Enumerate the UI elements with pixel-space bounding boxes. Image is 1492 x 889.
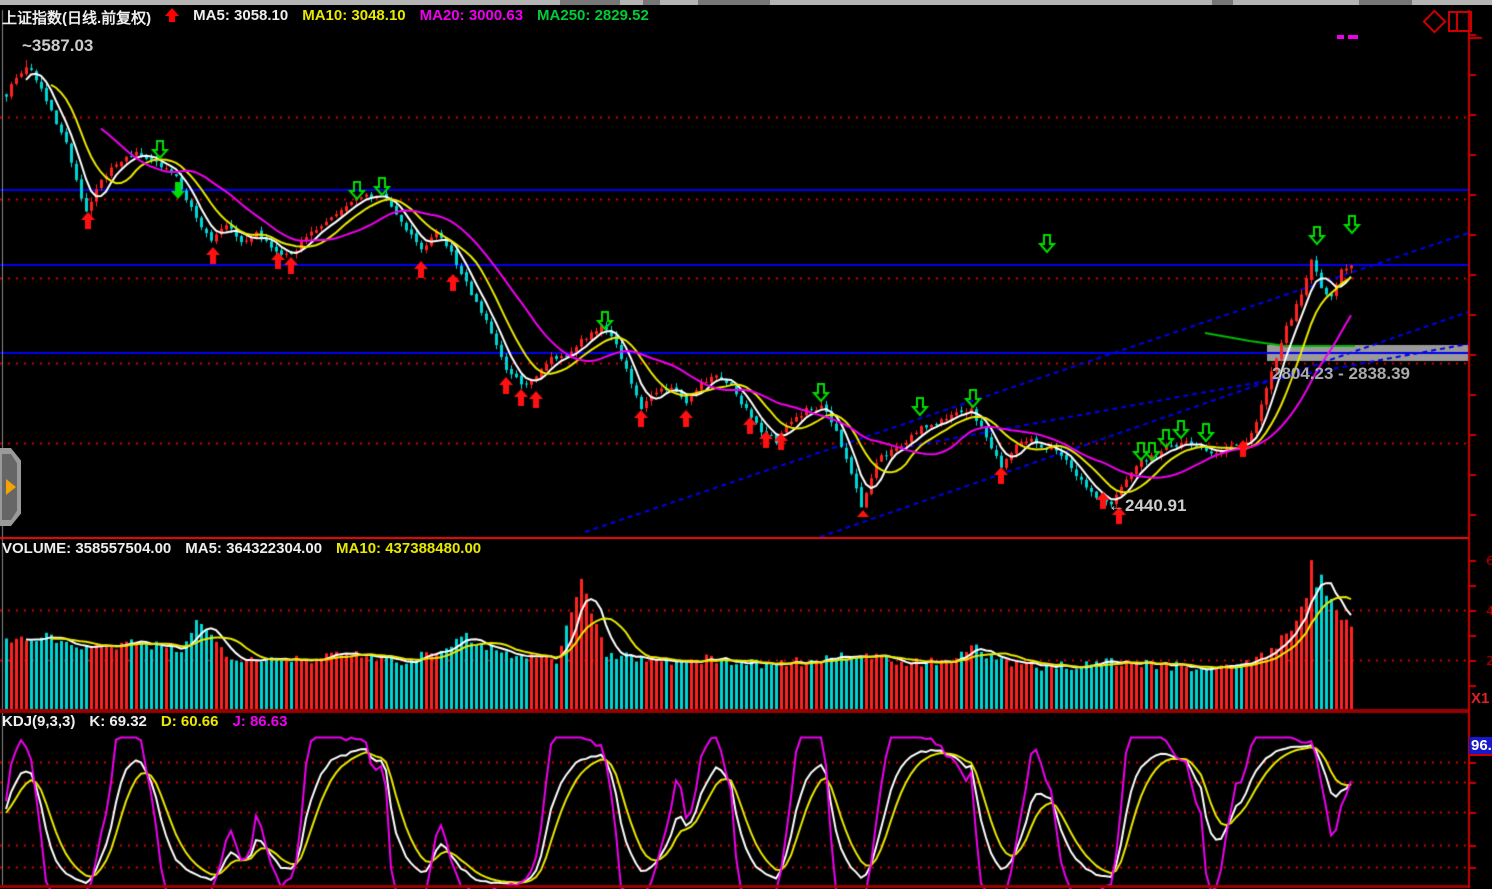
volume-ma10-value: MA10: 437388480.00 — [336, 540, 482, 557]
magenta-dash2-icon — [1348, 35, 1358, 39]
kdj-title: KDJ(9,3,3) — [2, 713, 76, 730]
volume-header: VOLUME: 358557504.00 MA5: 364322304.00 M… — [2, 540, 481, 557]
up-signal-icon — [165, 7, 180, 23]
volume-value: VOLUME: 358557504.00 — [2, 540, 172, 557]
ma10-value: MA10: 3048.10 — [302, 7, 406, 24]
kdj-scale-badge: 96. — [1469, 737, 1492, 756]
ma250-value: MA250: 2829.52 — [537, 7, 649, 24]
kdj-header: KDJ(9,3,3) K: 69.32 D: 60.66 J: 86.63 — [2, 713, 288, 730]
volume-ma5-value: MA5: 364322304.00 — [185, 540, 323, 557]
kdj-d-value: D: 60.66 — [160, 713, 219, 730]
high-price-label: ~3587.03 — [22, 36, 94, 55]
ma5-value: MA5: 3058.10 — [193, 7, 289, 24]
main-chart-header: 上证指数(日线.前复权) MA5: 3058.10 MA10: 3048.10 … — [2, 7, 649, 28]
low-price-label: ←2440.91 — [1108, 496, 1187, 515]
ma20-value: MA20: 3000.63 — [419, 7, 524, 24]
volume-pane-id-label: X1 — [1471, 690, 1490, 707]
kdj-k-value: K: 69.32 — [89, 713, 147, 730]
split-window-icon[interactable] — [1448, 11, 1472, 32]
gap-zone-label: 2804.23 - 2838.39 — [1272, 364, 1411, 383]
kdj-j-value: J: 86.63 — [232, 713, 288, 730]
top-toolbar-edge — [0, 0, 1492, 5]
magenta-dash-icon — [1337, 35, 1344, 39]
expand-arrow-icon — [6, 479, 16, 495]
instrument-title: 上证指数(日线.前复权) — [2, 10, 152, 27]
sidebar-expand-handle[interactable] — [0, 448, 21, 526]
